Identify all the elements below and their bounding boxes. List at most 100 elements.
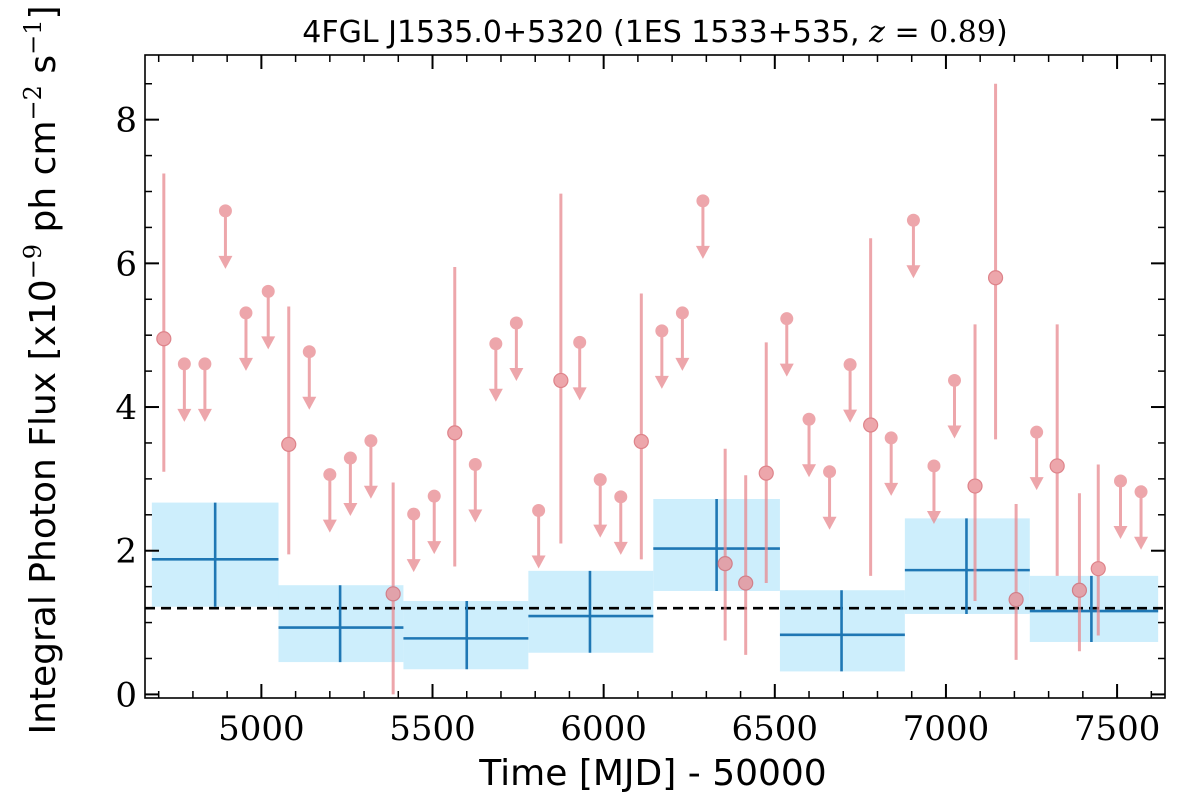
x-axis-label: Time [MJD] - 50000: [478, 753, 826, 794]
upper-limit-marker: [302, 345, 316, 359]
detection-marker: [863, 417, 879, 433]
upper-limit-marker: [802, 412, 816, 426]
detection-marker: [1090, 561, 1106, 577]
flux-detection: [1090, 464, 1106, 636]
upper-limit-marker: [573, 335, 587, 349]
upper-limit-arrow: [779, 312, 794, 377]
upper-limit-marker: [261, 284, 275, 298]
x-tick-label: 5000: [218, 709, 305, 749]
upper-limit-arrow: [906, 213, 921, 279]
upper-limit-arrow: [843, 358, 858, 423]
upper-limit-arrow: [947, 373, 962, 439]
axis-ticks: 5000 5500 6000 6500 7000 7500 0 2 4 6 8: [115, 55, 1165, 749]
upper-limit-head: [906, 265, 921, 279]
upper-limit-arrow: [572, 335, 587, 401]
flux-points: [156, 83, 1149, 695]
flux-detection: [967, 324, 983, 602]
upper-limit-head: [197, 408, 212, 422]
upper-limit-marker: [696, 194, 710, 208]
detection-marker: [156, 331, 172, 347]
upper-limit-arrow: [593, 473, 608, 538]
upper-limit-arrow: [613, 490, 628, 555]
upper-limit-marker: [239, 306, 253, 320]
upper-limit-arrow: [343, 451, 358, 517]
upper-limit-head: [343, 503, 358, 517]
upper-limit-marker: [655, 324, 669, 338]
y-tick-label: 6: [115, 244, 137, 284]
upper-limit-arrow: [302, 345, 317, 410]
upper-limit-arrow: [531, 503, 546, 569]
upper-limit-head: [884, 482, 899, 496]
upper-limit-head: [654, 375, 669, 389]
x-tick-label: 7500: [1074, 709, 1161, 749]
upper-limit-head: [302, 396, 317, 410]
upper-limit-marker: [593, 473, 607, 487]
flux-detection: [1008, 504, 1024, 660]
y-tick-label: 8: [115, 101, 137, 141]
upper-limit-marker: [843, 358, 857, 372]
upper-limit-arrow: [884, 431, 899, 496]
upper-limit-head: [406, 559, 421, 573]
flux-detection: [758, 342, 774, 584]
upper-limit-head: [322, 519, 337, 533]
upper-limit-marker: [823, 465, 837, 479]
y-tick-label: 4: [115, 388, 137, 428]
upper-limit-arrow: [695, 194, 710, 259]
upper-limit-head: [695, 245, 710, 259]
bin-boxes: [151, 498, 1159, 672]
upper-limit-arrow: [177, 357, 192, 422]
upper-limit-marker: [177, 357, 191, 371]
upper-limit-arrow: [1134, 485, 1149, 550]
upper-limit-marker: [364, 434, 378, 448]
upper-limit-head: [363, 485, 378, 499]
detection-marker: [738, 575, 754, 591]
upper-limit-marker: [489, 337, 503, 351]
upper-limit-marker: [427, 489, 441, 503]
y-axis-label: Integral Photon Flux [x10−9 ph cm−2 s−1]: [19, 5, 64, 734]
upper-limit-marker: [947, 373, 961, 387]
detection-marker: [987, 270, 1004, 286]
x-tick-label: 6500: [732, 709, 819, 749]
upper-limit-head: [261, 336, 276, 350]
detection-marker: [553, 372, 569, 389]
flux-detection: [553, 193, 569, 544]
flux-detection: [717, 448, 733, 641]
upper-limit-marker: [614, 490, 628, 504]
upper-limit-arrow: [1029, 425, 1044, 491]
flux-detection: [385, 482, 401, 695]
x-tick-label: 7000: [903, 709, 990, 749]
flux-detection: [1049, 324, 1065, 576]
upper-limit-marker: [218, 204, 232, 218]
flux-detection: [1071, 493, 1088, 652]
upper-limit-head: [779, 363, 794, 377]
upper-limit-head: [218, 255, 233, 269]
detection-marker: [967, 478, 983, 494]
flux-detection: [281, 306, 297, 555]
y-tick-label: 2: [115, 532, 137, 572]
upper-limit-head: [488, 388, 503, 402]
upper-limit-marker: [884, 431, 898, 445]
flux-detection: [156, 173, 172, 472]
upper-limit-head: [468, 509, 483, 523]
detection-marker: [758, 465, 774, 481]
upper-limit-arrow: [406, 507, 421, 573]
plot-frame: [144, 54, 1166, 699]
upper-limit-marker: [407, 507, 421, 521]
upper-limit-arrow: [427, 489, 442, 555]
detection-marker: [281, 436, 297, 452]
upper-limit-marker: [1134, 485, 1148, 499]
upper-limit-head: [177, 408, 192, 422]
upper-limit-arrow: [261, 284, 276, 350]
detection-marker: [385, 586, 401, 602]
upper-limit-arrow: [675, 306, 690, 371]
upper-limit-head: [843, 409, 858, 423]
upper-limit-head: [675, 357, 690, 371]
upper-limit-head: [802, 464, 817, 478]
upper-limit-arrow: [654, 324, 669, 389]
upper-limit-arrow: [197, 357, 212, 422]
x-tick-label: 5500: [389, 709, 476, 749]
flux-detection: [863, 238, 879, 576]
upper-limit-arrow: [488, 337, 503, 402]
detection-marker: [1049, 458, 1065, 474]
